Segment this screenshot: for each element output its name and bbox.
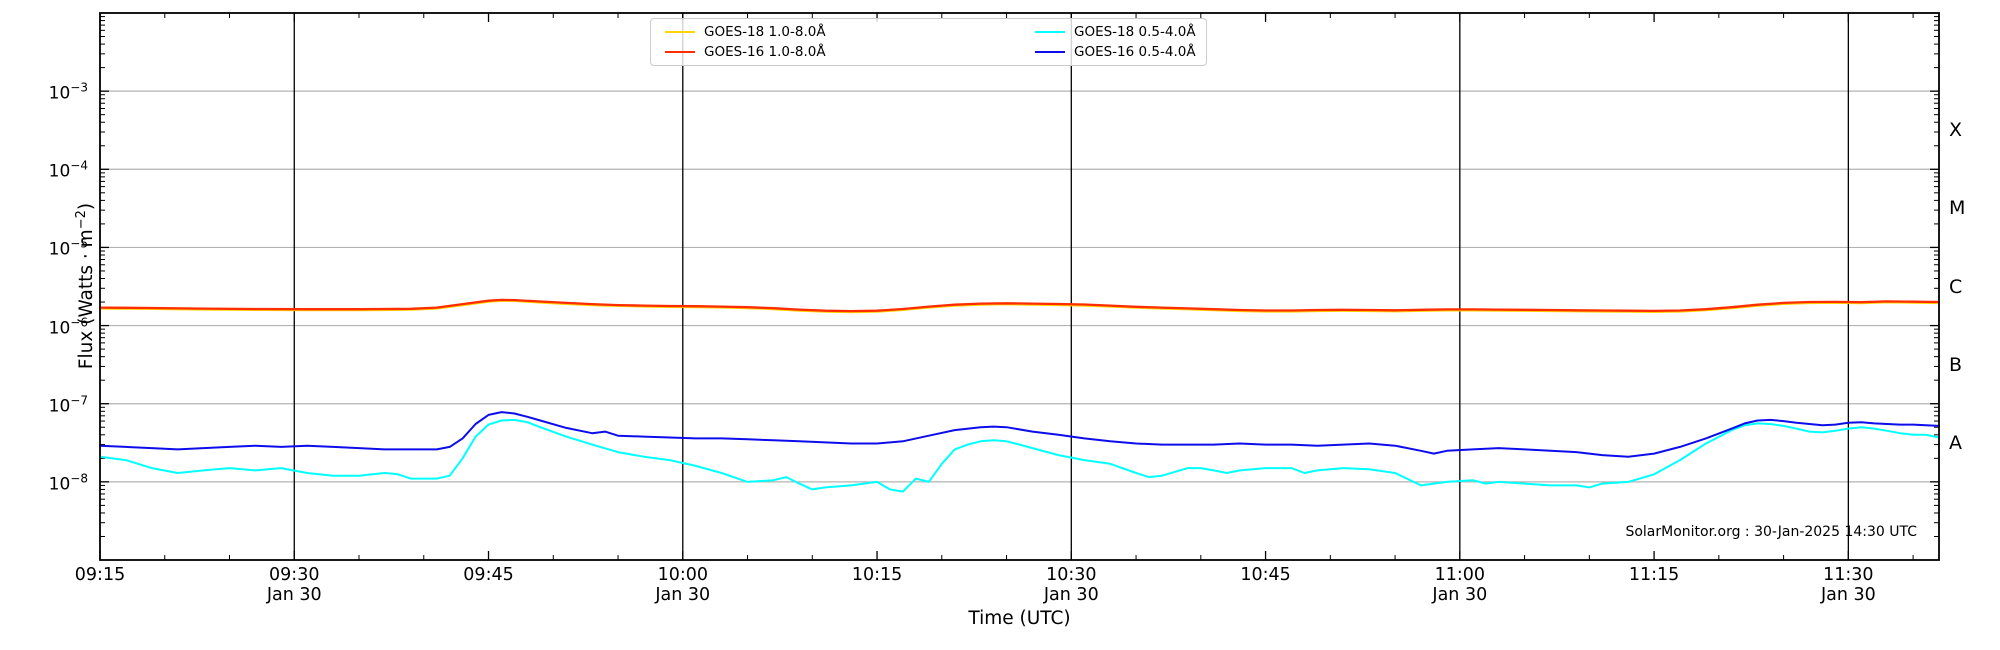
goes-class-label-b: B [1949, 353, 1963, 376]
x-tick-time: 11:30 [1823, 565, 1874, 585]
x-tick-date: Jan 30 [1043, 585, 1099, 605]
legend-entry: GOES-16 0.5-4.0Å [1035, 42, 1196, 62]
legend-label: GOES-18 0.5-4.0Å [1074, 24, 1196, 40]
x-tick-label: 10:15 [852, 565, 902, 585]
x-tick-label: 10:00 Jan 30 [655, 565, 710, 605]
x-tick-time: 10:15 [851, 565, 903, 585]
legend-label: GOES-16 0.5-4.0Å [1074, 44, 1196, 60]
x-tick-label: 09:45 [463, 565, 513, 585]
watermark-text: SolarMonitor.org : 30-Jan-2025 14:30 UTC [1625, 524, 1917, 540]
series-line-2 [99, 418, 1940, 493]
x-tick-time: 09:30 [269, 565, 320, 585]
legend: GOES-18 1.0-8.0Å GOES-16 1.0-8.0Å GOES-18 … [650, 18, 1207, 66]
plot-border [99, 12, 1940, 561]
x-tick-label: 10:45 [1240, 565, 1290, 585]
x-tick-label: 10:30 Jan 30 [1044, 565, 1099, 605]
x-tick-time: 11:15 [1628, 565, 1680, 585]
legend-swatch-line [665, 51, 695, 53]
y-axis-title: Flux (Watts · m−2) [73, 202, 98, 370]
legend-entry: GOES-16 1.0-8.0Å [665, 42, 826, 62]
x-tick-label: 09:15 [75, 565, 125, 585]
legend-entry: GOES-18 0.5-4.0Å [1035, 22, 1196, 42]
x-tick-date: Jan 30 [1820, 585, 1876, 605]
legend-swatch-line [1035, 51, 1065, 53]
x-tick-date: Jan 30 [1432, 585, 1488, 605]
x-tick-time: 10:45 [1240, 565, 1291, 585]
legend-entry: GOES-18 1.0-8.0Å [665, 22, 826, 42]
y-tick-label: 10−6 [48, 315, 88, 338]
legend-swatch-line [665, 31, 695, 33]
x-tick-time: 09:45 [463, 565, 514, 585]
x-tick-label: 11:30 Jan 30 [1821, 565, 1876, 605]
x-tick-time: 10:00 [657, 565, 708, 585]
y-tick-label: 10−3 [48, 80, 88, 104]
x-tick-label: 11:00 Jan 30 [1432, 565, 1487, 605]
goes-class-label-a: A [1949, 431, 1962, 454]
legend-swatch-line [1035, 31, 1065, 33]
legend-label: GOES-16 1.0-8.0Å [704, 44, 826, 60]
legend-label: GOES-18 1.0-8.0Å [704, 24, 826, 40]
x-tick-label: 09:30 Jan 30 [267, 565, 322, 605]
x-tick-time: 11:00 [1434, 565, 1486, 585]
y-tick-label: 10−4 [48, 158, 88, 182]
goes-class-label-m: M [1949, 197, 1966, 220]
y-tick-label: 10−5 [48, 237, 88, 260]
y-tick-label: 10−7 [48, 393, 88, 417]
x-tick-time: 09:15 [74, 565, 126, 585]
goes-class-label-c: C [1949, 275, 1963, 298]
x-tick-date: Jan 30 [655, 585, 711, 605]
x-tick-date: Jan 30 [266, 585, 322, 605]
y-tick-label: 10−8 [48, 471, 88, 495]
x-tick-time: 10:30 [1046, 565, 1097, 585]
series-line-1 [98, 298, 1941, 313]
x-tick-label: 11:15 [1629, 565, 1679, 585]
goes-class-label-x: X [1949, 119, 1963, 142]
series-line-3 [99, 411, 1940, 458]
x-axis-title: Time (UTC) [968, 608, 1071, 629]
